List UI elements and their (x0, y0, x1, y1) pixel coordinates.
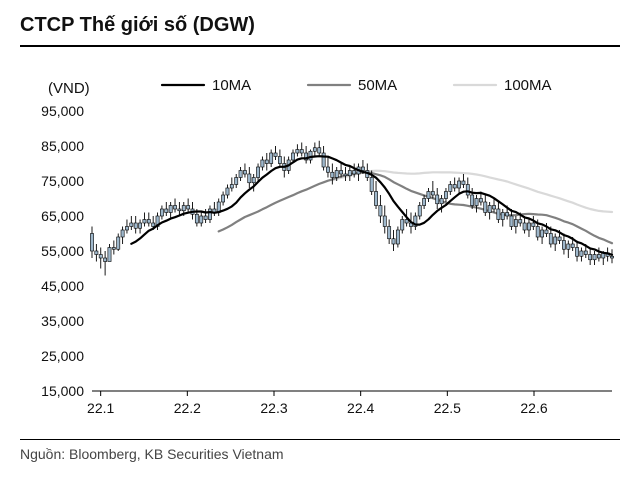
svg-text:22.2: 22.2 (174, 400, 201, 416)
svg-text:75,000: 75,000 (41, 173, 84, 189)
svg-text:22.4: 22.4 (347, 400, 374, 416)
svg-text:25,000: 25,000 (41, 348, 84, 364)
svg-text:45,000: 45,000 (41, 278, 84, 294)
chart-svg: 15,000 25,000 35,000 45,000 55,000 65,000 75,0… (20, 53, 620, 433)
svg-text:35,000: 35,000 (41, 313, 84, 329)
svg-text:22.3: 22.3 (260, 400, 287, 416)
svg-text:15,000: 15,000 (41, 383, 84, 399)
svg-text:85,000: 85,000 (41, 138, 84, 154)
chart-source: Nguồn: Bloomberg, KB Securities Vietnam (20, 439, 620, 462)
svg-text:10MA: 10MA (212, 77, 251, 94)
svg-text:65,000: 65,000 (41, 208, 84, 224)
svg-text:22.6: 22.6 (520, 400, 547, 416)
svg-text:95,000: 95,000 (41, 103, 84, 119)
svg-text:22.5: 22.5 (434, 400, 461, 416)
svg-text:55,000: 55,000 (41, 243, 84, 259)
svg-text:50MA: 50MA (358, 77, 397, 94)
svg-text:(VND): (VND) (48, 80, 90, 97)
svg-text:100MA: 100MA (504, 77, 552, 94)
chart-title: CTCP Thế giới số (DGW) (20, 14, 620, 47)
price-chart: 15,000 25,000 35,000 45,000 55,000 65,000 75,0… (20, 53, 620, 433)
svg-text:22.1: 22.1 (87, 400, 114, 416)
